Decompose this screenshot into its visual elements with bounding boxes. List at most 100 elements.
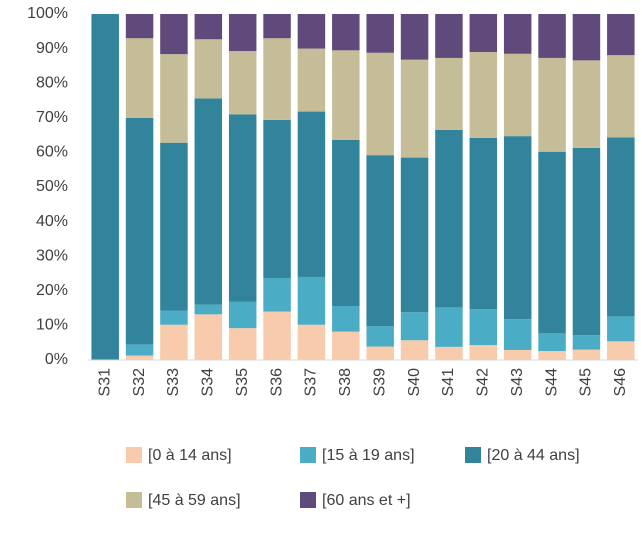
bar-segment	[538, 151, 566, 334]
bar-segment	[125, 14, 154, 39]
legend-label: [45 à 59 ans]	[148, 492, 241, 509]
bar-segment	[332, 306, 360, 332]
x-tick-label: S32	[131, 368, 148, 397]
bar-segment	[435, 129, 463, 308]
bar-segment	[332, 14, 360, 51]
bar-segment	[332, 331, 360, 360]
bar-segment	[400, 59, 429, 158]
x-tick-label: S44	[543, 368, 560, 397]
y-tick-label: 40%	[36, 213, 68, 230]
y-tick-label: 20%	[36, 282, 68, 299]
bar-segment	[400, 340, 429, 360]
bar-segment	[607, 316, 635, 342]
bar-segment	[503, 14, 532, 54]
bar-segment	[607, 55, 635, 138]
bar-segment	[469, 14, 498, 53]
bar-segment	[366, 52, 394, 156]
bar-segment	[435, 346, 463, 360]
bar-segment	[538, 14, 566, 58]
bar-segment	[263, 38, 291, 120]
y-tick-label: 0%	[45, 351, 68, 368]
bar-segment	[503, 349, 532, 360]
x-tick-label: S43	[509, 368, 526, 397]
legend-label: [20 à 44 ans]	[487, 447, 580, 464]
y-tick-label: 80%	[36, 74, 68, 91]
bar-segment	[194, 314, 223, 360]
bar-segment	[332, 50, 360, 140]
bar-segment	[503, 319, 532, 350]
bar-segment	[332, 139, 360, 307]
legend-swatch	[300, 492, 316, 508]
bar-segment	[607, 137, 635, 317]
x-tick-label: S39	[371, 368, 388, 397]
bar-segment	[503, 136, 532, 320]
bar-segment	[263, 14, 291, 39]
bar-segment	[125, 344, 154, 356]
bar-segment	[366, 326, 394, 347]
bar-segment	[160, 310, 188, 325]
legend-swatch	[300, 447, 316, 463]
y-tick-label: 30%	[36, 247, 68, 264]
bar-segment	[572, 335, 601, 350]
bar-segment	[160, 14, 188, 55]
x-tick-label: S41	[440, 368, 457, 397]
bar-segment	[572, 147, 601, 336]
bar-segment	[435, 14, 463, 58]
bar-segment	[607, 14, 635, 56]
bar-segment	[572, 349, 601, 360]
bar-segment	[228, 14, 257, 52]
bar-segment	[194, 14, 223, 40]
legend-swatch	[465, 447, 481, 463]
bar-segment	[263, 311, 291, 360]
legend-label: [0 à 14 ans]	[148, 447, 232, 464]
bar-segment	[469, 52, 498, 138]
x-tick-label: S31	[96, 368, 113, 397]
bar-segment	[263, 277, 291, 312]
legend-swatch	[126, 447, 142, 463]
bar-segment	[297, 48, 326, 112]
bar-segment	[194, 39, 223, 99]
bar-segment	[366, 14, 394, 53]
y-tick-label: 70%	[36, 109, 68, 126]
bar-segment	[160, 54, 188, 143]
bar-segment	[400, 157, 429, 313]
bar-segment	[263, 119, 291, 278]
bar-segment	[538, 351, 566, 360]
x-tick-label: S38	[337, 368, 354, 397]
bar-segment	[125, 38, 154, 118]
bar-segment	[607, 341, 635, 360]
x-tick-label: S46	[612, 368, 629, 397]
legend-label: [60 ans et +]	[322, 492, 411, 509]
bar-segment	[572, 14, 601, 61]
bar-segment	[228, 51, 257, 115]
bar-segment	[228, 328, 257, 360]
bar-segment	[160, 142, 188, 311]
x-tick-label: S34	[200, 368, 217, 397]
bar-segment	[297, 324, 326, 360]
x-tick-label: S40	[406, 368, 423, 397]
bar-segment	[194, 98, 223, 305]
bar-segment	[469, 309, 498, 346]
bar-segment	[400, 14, 429, 60]
bar-segment	[160, 324, 188, 360]
bar-segment	[538, 333, 566, 352]
y-tick-label: 50%	[36, 178, 68, 195]
x-tick-label: S37	[303, 368, 320, 397]
bar-segment	[297, 111, 326, 277]
bar-segment	[469, 345, 498, 360]
bar-segment	[228, 114, 257, 302]
legend-label: [15 à 19 ans]	[322, 447, 415, 464]
bar-segment	[297, 276, 326, 325]
y-tick-label: 90%	[36, 40, 68, 57]
y-tick-label: 100%	[27, 5, 68, 22]
bar-segment	[366, 346, 394, 360]
x-tick-label: S45	[578, 368, 595, 397]
x-tick-label: S42	[475, 368, 492, 397]
bar-segment	[435, 57, 463, 130]
bar-segment	[469, 137, 498, 310]
bar-segment	[194, 304, 223, 315]
bar-segment	[125, 117, 154, 345]
bar-segment	[297, 14, 326, 49]
x-tick-label: S36	[268, 368, 285, 397]
